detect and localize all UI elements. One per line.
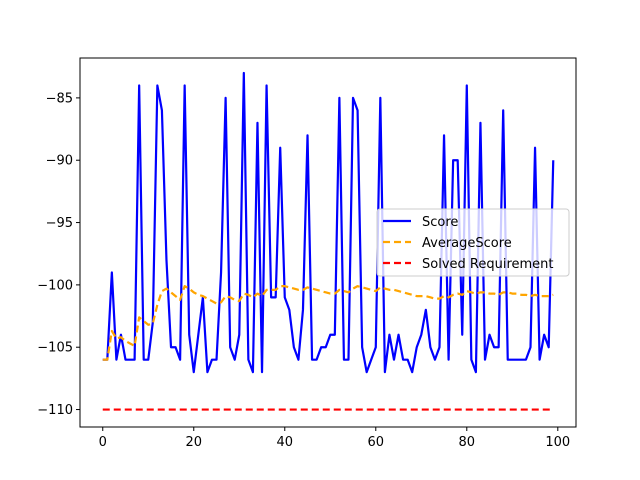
y-tick-label: −100 [37, 278, 73, 293]
series-line-averagescore [102, 285, 554, 361]
x-tick-label: 20 [185, 435, 202, 450]
x-tick-label: 40 [276, 435, 293, 450]
y-tick-label: −110 [37, 403, 73, 418]
legend: Score AverageScore Solved Requirement [376, 208, 570, 277]
x-axis: 0 20 40 60 80 100 [99, 427, 570, 450]
x-tick-label: 60 [368, 435, 385, 450]
legend-label-average-score: AverageScore [422, 236, 512, 251]
axes-frame [79, 57, 577, 428]
y-tick-label: −105 [37, 341, 73, 356]
legend-label-solved-requirement: Solved Requirement [422, 257, 554, 272]
y-tick-label: −90 [46, 154, 73, 169]
y-tick-label: −95 [46, 216, 73, 231]
legend-box [376, 208, 570, 277]
y-axis: −110 −105 −100 −95 −90 −85 [37, 91, 80, 418]
y-tick-label: −85 [46, 91, 73, 106]
x-tick-label: 0 [99, 435, 107, 450]
x-tick-label: 100 [545, 435, 570, 450]
x-tick-label: 80 [459, 435, 476, 450]
legend-label-score: Score [422, 215, 458, 230]
